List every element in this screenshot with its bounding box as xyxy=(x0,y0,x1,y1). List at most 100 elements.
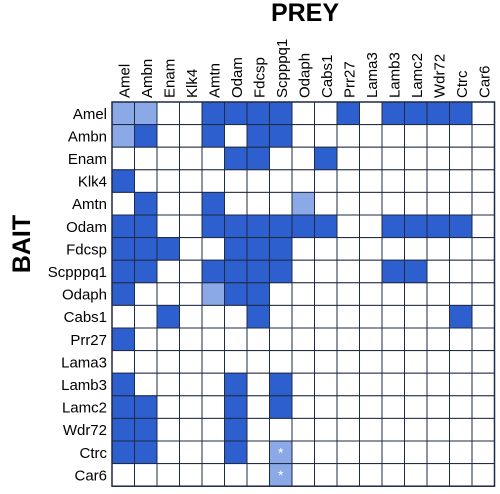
heatmap-cell-lamc2-klk4 xyxy=(179,395,203,419)
heatmap-cell-lamb3-odam xyxy=(224,372,248,397)
heatmap-cell-car6-amtn xyxy=(201,463,225,487)
heatmap-cell-ctrc-wdr72 xyxy=(426,440,450,465)
heatmap-cell-odam-amel xyxy=(111,214,135,239)
heatmap-cell-amtn-lamc2 xyxy=(404,191,428,216)
heatmap-cell-odaph-wdr72 xyxy=(426,282,450,306)
heatmap-cell-lamc2-lamb3 xyxy=(381,395,405,419)
heatmap-cell-wdr72-odam xyxy=(224,417,248,442)
heatmap-cell-lamb3-scpppq1 xyxy=(269,372,293,397)
heatmap-cell-odaph-lamb3 xyxy=(381,282,405,306)
heatmap-cell-lama3-odam xyxy=(224,350,248,374)
heatmap-cell-lamb3-klk4 xyxy=(179,372,203,397)
heatmap-cell-wdr72-car6 xyxy=(471,417,495,442)
heatmap-cell-klk4-cabs1 xyxy=(314,169,338,193)
heatmap-cell-fdcsp-wdr72 xyxy=(426,237,450,261)
heatmap-cell-car6-lamc2 xyxy=(404,463,428,487)
heatmap-cell-lamc2-ctrc xyxy=(449,395,473,419)
heatmap-cell-amtn-prr27 xyxy=(336,191,360,216)
heatmap-cell-car6-cabs1 xyxy=(314,463,338,487)
heatmap-cell-odam-odam xyxy=(224,214,248,239)
heatmap-cell-cabs1-odam xyxy=(224,304,248,329)
heatmap-cell-lamc2-enam xyxy=(156,395,180,419)
heatmap-cell-amel-odam xyxy=(224,101,248,126)
heatmap-cell-odam-lamc2 xyxy=(404,214,428,239)
heatmap-cell-wdr72-ctrc xyxy=(449,417,473,442)
heatmap-cell-klk4-lamb3 xyxy=(381,169,405,193)
heatmap-cell-fdcsp-lama3 xyxy=(359,237,383,261)
heatmap-cell-ctrc-car6 xyxy=(471,440,495,465)
heatmap-cell-odaph-lamc2 xyxy=(404,282,428,306)
heatmap-cell-car6-odam xyxy=(224,463,248,487)
heatmap-cell-odam-fdcsp xyxy=(246,214,270,239)
heatmap-cell-ambn-ambn xyxy=(134,124,158,148)
heatmap-cell-amtn-odam xyxy=(224,191,248,216)
heatmap-cell-odam-ctrc xyxy=(449,214,473,239)
bait-label-scpppq1: Scpppq1 xyxy=(48,264,107,281)
heatmap-cell-amel-odaph xyxy=(291,101,315,126)
heatmap-cell-wdr72-odaph xyxy=(291,417,315,442)
heatmap-cell-lama3-cabs1 xyxy=(314,350,338,374)
heatmap-cell-odam-scpppq1 xyxy=(269,214,293,239)
heatmap-cell-ctrc-lama3 xyxy=(359,440,383,465)
heatmap-cell-lamc2-car6 xyxy=(471,395,495,419)
heatmap-cell-enam-cabs1 xyxy=(314,146,338,171)
heatmap-cell-enam-klk4 xyxy=(179,146,203,171)
prey-label-ambn: Ambn xyxy=(139,59,156,98)
heatmap-cell-lamb3-odaph xyxy=(291,372,315,397)
heatmap-cell-wdr72-ambn xyxy=(134,417,158,442)
bait-label-prr27: Prr27 xyxy=(70,332,107,349)
heatmap-cell-lama3-scpppq1 xyxy=(269,350,293,374)
heatmap-cell-amtn-lama3 xyxy=(359,191,383,216)
heatmap-cell-amel-ambn xyxy=(134,101,158,126)
heatmap-cell-klk4-odam xyxy=(224,169,248,193)
heatmap-cell-car6-lamb3 xyxy=(381,463,405,487)
heatmap-cell-car6-prr27 xyxy=(336,463,360,487)
heatmap-cell-odaph-enam xyxy=(156,282,180,306)
heatmap-cell-prr27-ambn xyxy=(134,327,158,352)
heatmap-cell-ctrc-amel xyxy=(111,440,135,465)
heatmap-cell-cabs1-lamc2 xyxy=(404,304,428,329)
heatmap-cell-fdcsp-amtn xyxy=(201,237,225,261)
heatmap-cell-ctrc-odam xyxy=(224,440,248,465)
heatmap-cell-lamc2-odaph xyxy=(291,395,315,419)
heatmap-cell-prr27-ctrc xyxy=(449,327,473,352)
heatmap-cell-odam-odaph xyxy=(291,214,315,239)
heatmap-cell-car6-amel xyxy=(111,463,135,487)
heatmap-cell-fdcsp-ambn xyxy=(134,237,158,261)
prey-label-enam: Enam xyxy=(161,59,178,98)
heatmap-cell-amtn-wdr72 xyxy=(426,191,450,216)
heatmap-cell-scpppq1-fdcsp xyxy=(246,259,270,284)
heatmap-border xyxy=(111,101,496,487)
heatmap-cell-wdr72-lama3 xyxy=(359,417,383,442)
bait-label-wdr72: Wdr72 xyxy=(63,422,107,439)
heatmap-cell-car6-fdcsp xyxy=(246,463,270,487)
heatmap-cell-amtn-klk4 xyxy=(179,191,203,216)
heatmap-cell-car6-klk4 xyxy=(179,463,203,487)
heatmap-cell-cabs1-amel xyxy=(111,304,135,329)
heatmap-cell-cabs1-ambn xyxy=(134,304,158,329)
heatmap-cell-scpppq1-lamb3 xyxy=(381,259,405,284)
heatmap-cell-cabs1-amtn xyxy=(201,304,225,329)
heatmap-cell-enam-enam xyxy=(156,146,180,171)
heatmap-cell-fdcsp-odaph xyxy=(291,237,315,261)
heatmap-cell-amtn-lamb3 xyxy=(381,191,405,216)
heatmap-cell-wdr72-lamb3 xyxy=(381,417,405,442)
heatmap-cell-prr27-car6 xyxy=(471,327,495,352)
heatmap-cell-scpppq1-enam xyxy=(156,259,180,284)
heatmap-cell-enam-amtn xyxy=(201,146,225,171)
heatmap-cell-ctrc-ambn xyxy=(134,440,158,465)
heatmap-cell-klk4-ambn xyxy=(134,169,158,193)
heatmap-cell-prr27-wdr72 xyxy=(426,327,450,352)
heatmap-cell-fdcsp-prr27 xyxy=(336,237,360,261)
heatmap-cell-lama3-ambn xyxy=(134,350,158,374)
heatmap-cell-scpppq1-lama3 xyxy=(359,259,383,284)
heatmap-cell-prr27-amtn xyxy=(201,327,225,352)
heatmap-cell-ambn-odaph xyxy=(291,124,315,148)
heatmap-cell-enam-ambn xyxy=(134,146,158,171)
heatmap-cell-odaph-amel xyxy=(111,282,135,306)
heatmap-cell-enam-lamc2 xyxy=(404,146,428,171)
heatmap-cell-wdr72-scpppq1 xyxy=(269,417,293,442)
bait-label-cabs1: Cabs1 xyxy=(64,309,107,326)
heatmap-cell-ctrc-lamc2 xyxy=(404,440,428,465)
heatmap-cell-ctrc-fdcsp xyxy=(246,440,270,465)
